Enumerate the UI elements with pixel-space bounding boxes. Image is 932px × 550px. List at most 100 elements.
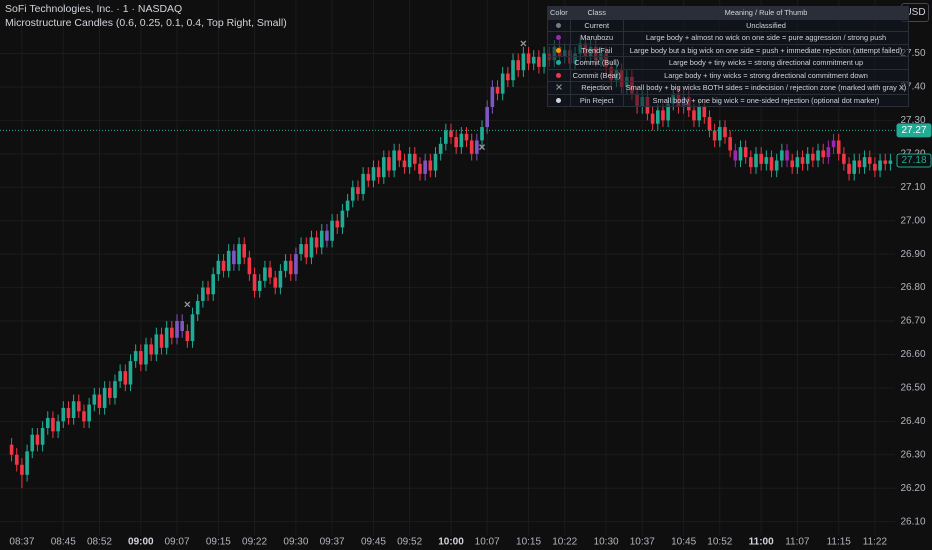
- candle-body: [387, 157, 391, 171]
- candle-body: [702, 107, 707, 118]
- candle-body: [66, 407, 71, 418]
- candle-body: [330, 220, 334, 241]
- x-tick-label: 11:07: [785, 537, 810, 548]
- y-tick-label: 26.10: [900, 516, 925, 527]
- candle-body: [319, 230, 324, 248]
- table-row: Marubozu Large body + almost no wick on o…: [547, 31, 910, 45]
- candle-body: [361, 173, 365, 194]
- meaning-cell: Large body + almost no wick on one side …: [622, 31, 910, 45]
- candle-body: [733, 150, 738, 161]
- candle-body: [14, 454, 19, 465]
- candle-body: [154, 334, 159, 355]
- candle-body: [128, 361, 133, 385]
- rejection-marker: [184, 301, 191, 308]
- price-label: 27.18: [901, 155, 926, 166]
- candle-body: [650, 113, 655, 124]
- candle-body: [712, 130, 717, 141]
- candle-body: [805, 153, 810, 164]
- candle-body: [185, 331, 190, 342]
- table-row: Rejection Small body + big wicks BOTH sid…: [547, 81, 910, 95]
- candle-body: [495, 86, 500, 94]
- candle-body: [769, 157, 774, 171]
- class-cell: TrendFail: [569, 43, 624, 57]
- class-cell: Current: [569, 18, 624, 32]
- class-cell: Commit (Bull): [569, 56, 624, 70]
- candle-body: [76, 401, 81, 412]
- candle-body: [242, 244, 247, 258]
- color-dot: [556, 22, 562, 28]
- candle-body: [888, 160, 893, 164]
- candle-body: [335, 220, 340, 228]
- candle-body: [816, 150, 820, 161]
- x-tick-label: 09:30: [283, 537, 308, 548]
- candle-body: [454, 137, 458, 148]
- x-tick-label: 09:15: [206, 537, 231, 548]
- x-tick-label: 10:45: [671, 537, 696, 548]
- candle-body: [537, 56, 541, 67]
- candle-body: [718, 127, 722, 141]
- candle-body: [397, 150, 402, 161]
- y-tick-label: 26.30: [900, 449, 925, 460]
- candle-body: [294, 254, 298, 275]
- candle-body: [723, 127, 727, 138]
- x-tick-label: 08:52: [87, 537, 112, 548]
- candle-body: [56, 421, 60, 432]
- candle-body: [852, 160, 857, 174]
- candle-body: [413, 153, 417, 164]
- y-tick-label: 26.20: [900, 483, 925, 494]
- column-header: Meaning / Rule of Thumb: [622, 6, 910, 20]
- candle-body: [123, 371, 128, 385]
- color-dot: [556, 97, 562, 103]
- y-tick-label: 26.50: [900, 383, 925, 394]
- candle-body: [821, 150, 826, 158]
- candle-body: [30, 434, 35, 452]
- y-tick-label: 27.30: [900, 115, 925, 126]
- x-tick-label: 10:30: [594, 537, 619, 548]
- candle-body: [526, 53, 531, 64]
- candle-body: [728, 137, 732, 151]
- candle-body: [190, 314, 195, 342]
- candle-body: [826, 147, 831, 158]
- candle-body: [485, 107, 489, 128]
- x-tick-label: 10:00: [438, 537, 464, 548]
- candle-body: [795, 157, 800, 168]
- candle-body: [500, 73, 505, 94]
- candle-body: [45, 417, 50, 428]
- y-tick-label: 26.70: [900, 316, 925, 327]
- candle-body: [857, 160, 862, 168]
- legend-table: Color Class Meaning / Rule of Thumb Curr…: [547, 6, 910, 107]
- candle-body: [325, 230, 329, 241]
- candle-body: [309, 237, 314, 258]
- class-cell: Marubozu: [569, 31, 624, 45]
- candle-body: [164, 327, 169, 348]
- candle-body: [506, 73, 510, 81]
- candle-body: [345, 200, 350, 211]
- candle-body: [252, 274, 257, 291]
- candle-body: [655, 110, 660, 124]
- symbol-title: SoFi Technologies, Inc. · 1 · NASDAQ: [5, 3, 183, 15]
- candle-body: [170, 327, 174, 338]
- candle-body: [542, 53, 546, 67]
- candle-body: [226, 250, 231, 271]
- candle-body: [867, 157, 872, 164]
- x-tick-label: 09:07: [164, 537, 189, 548]
- candle-body: [195, 300, 200, 315]
- candle-body: [304, 244, 309, 258]
- candle-body: [707, 117, 712, 131]
- candle-body: [490, 86, 495, 107]
- candle-body: [97, 394, 102, 408]
- x-tick-label: 08:37: [9, 537, 34, 548]
- candle-body: [661, 110, 665, 121]
- meaning-cell: Large body + tiny wicks = strong directi…: [622, 56, 910, 70]
- x-tick-label: 10:07: [475, 537, 500, 548]
- x-tick-label: 10:15: [516, 537, 541, 548]
- candle-body: [263, 267, 267, 281]
- candle-body: [444, 130, 448, 144]
- color-dot: [556, 72, 562, 78]
- x-tick-label: 09:00: [128, 537, 154, 548]
- candle-body: [459, 133, 464, 148]
- meaning-cell: Large body + tiny wicks = strong directi…: [622, 68, 910, 82]
- x-tick-label: 11:15: [827, 537, 852, 548]
- candle-body: [883, 160, 888, 164]
